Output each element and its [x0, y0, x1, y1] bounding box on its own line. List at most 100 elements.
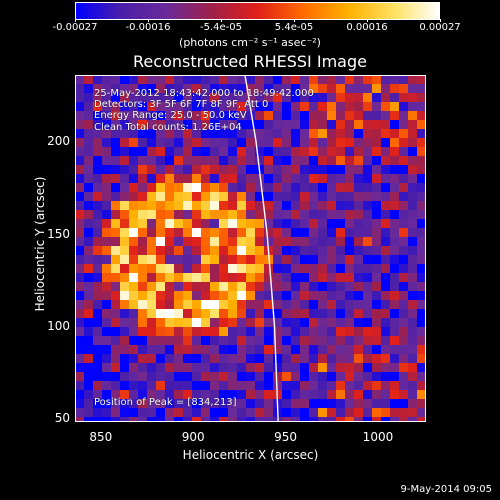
heatmap-cell: [129, 192, 139, 202]
heatmap-cell: [219, 354, 229, 364]
heatmap-cell: [417, 111, 426, 121]
heatmap-cell: [228, 300, 238, 310]
heatmap-cell: [111, 138, 121, 148]
heatmap-cell: [363, 228, 373, 238]
heatmap-cell: [345, 84, 355, 94]
heatmap-cell: [228, 201, 238, 211]
heatmap-cell: [84, 264, 94, 274]
heatmap-cell: [246, 390, 256, 400]
heatmap-cell: [372, 309, 382, 319]
heatmap-cell: [399, 255, 409, 265]
heatmap-cell: [111, 282, 121, 292]
heatmap-cell: [399, 120, 409, 130]
heatmap-cell: [282, 372, 292, 382]
heatmap-cell: [210, 327, 220, 337]
heatmap-cell: [372, 255, 382, 265]
heatmap-cell: [246, 138, 256, 148]
heatmap-cell: [165, 381, 175, 391]
heatmap-cell: [300, 75, 310, 85]
heatmap-cell: [327, 309, 337, 319]
heatmap-cell: [183, 291, 193, 301]
heatmap-cell: [381, 183, 391, 193]
heatmap-cell: [255, 129, 265, 139]
heatmap-cell: [309, 354, 319, 364]
heatmap-cell: [93, 408, 103, 418]
heatmap-cell: [201, 363, 211, 373]
heatmap-cell: [192, 417, 202, 422]
heatmap-cell: [156, 237, 166, 247]
heatmap-cell: [120, 147, 130, 157]
heatmap-cell: [147, 309, 157, 319]
heatmap-cell: [129, 309, 139, 319]
heatmap-cell: [174, 246, 184, 256]
heatmap-cell: [318, 246, 328, 256]
heatmap-cell: [192, 174, 202, 184]
heatmap-cell: [381, 309, 391, 319]
heatmap-cell: [309, 381, 319, 391]
heatmap-cell: [156, 156, 166, 166]
heatmap-cell: [291, 363, 301, 373]
heatmap-cell: [165, 246, 175, 256]
heatmap-cell: [138, 174, 148, 184]
heatmap-cell: [129, 336, 139, 346]
heatmap-cell: [363, 183, 373, 193]
heatmap-cell: [255, 390, 265, 400]
heatmap-cell: [381, 102, 391, 112]
heatmap-cell: [399, 363, 409, 373]
heatmap-cell: [129, 75, 139, 85]
heatmap-cell: [129, 408, 139, 418]
heatmap-cell: [399, 183, 409, 193]
heatmap-cell: [246, 93, 256, 103]
heatmap-cell: [363, 309, 373, 319]
heatmap-cell: [273, 345, 283, 355]
heatmap-cell: [381, 165, 391, 175]
heatmap-cell: [390, 192, 400, 202]
heatmap-cell: [408, 219, 418, 229]
heatmap-cell: [84, 408, 94, 418]
heatmap-cell: [264, 300, 274, 310]
heatmap-cell: [381, 210, 391, 220]
heatmap-cell: [147, 138, 157, 148]
heatmap-cell: [399, 219, 409, 229]
heatmap-cell: [228, 318, 238, 328]
heatmap-cell: [75, 417, 85, 422]
heatmap-cell: [120, 75, 130, 85]
heatmap-cell: [417, 399, 426, 409]
heatmap-cell: [201, 111, 211, 121]
heatmap-cell: [93, 354, 103, 364]
heatmap-cell: [273, 147, 283, 157]
heatmap-cell: [255, 210, 265, 220]
heatmap-cell: [237, 300, 247, 310]
heatmap-cell: [318, 399, 328, 409]
heatmap-cell: [309, 201, 319, 211]
heatmap-cell: [246, 363, 256, 373]
heatmap-cell: [165, 354, 175, 364]
heatmap-cell: [381, 228, 391, 238]
heatmap-cell: [174, 102, 184, 112]
heatmap-cell: [381, 354, 391, 364]
heatmap-cell: [228, 102, 238, 112]
heatmap-cell: [273, 327, 283, 337]
heatmap-cell: [183, 417, 193, 422]
heatmap-cell: [183, 192, 193, 202]
heatmap-cell: [381, 93, 391, 103]
heatmap-cell: [111, 147, 121, 157]
heatmap-cell: [129, 183, 139, 193]
heatmap-cell: [327, 156, 337, 166]
heatmap-cell: [201, 138, 211, 148]
heatmap-cell: [327, 111, 337, 121]
colorbar-tick-mark: [367, 19, 368, 22]
heatmap-cell: [246, 156, 256, 166]
heatmap-cell: [219, 174, 229, 184]
heatmap-cell: [93, 381, 103, 391]
heatmap-cell: [192, 345, 202, 355]
heatmap-cell: [192, 75, 202, 85]
heatmap-cell: [273, 219, 283, 229]
colorbar-tick-label: -0.00016: [125, 22, 171, 33]
heatmap-cell: [120, 219, 130, 229]
time-range-label: 25-May-2012 18:43:42.000 to 18:49:42.000: [94, 88, 314, 99]
colorbar-units: (photons cm⁻² s⁻¹ asec⁻²): [179, 36, 321, 49]
heatmap-cell: [372, 408, 382, 418]
heatmap-cell: [255, 273, 265, 283]
heatmap-cell: [75, 309, 85, 319]
